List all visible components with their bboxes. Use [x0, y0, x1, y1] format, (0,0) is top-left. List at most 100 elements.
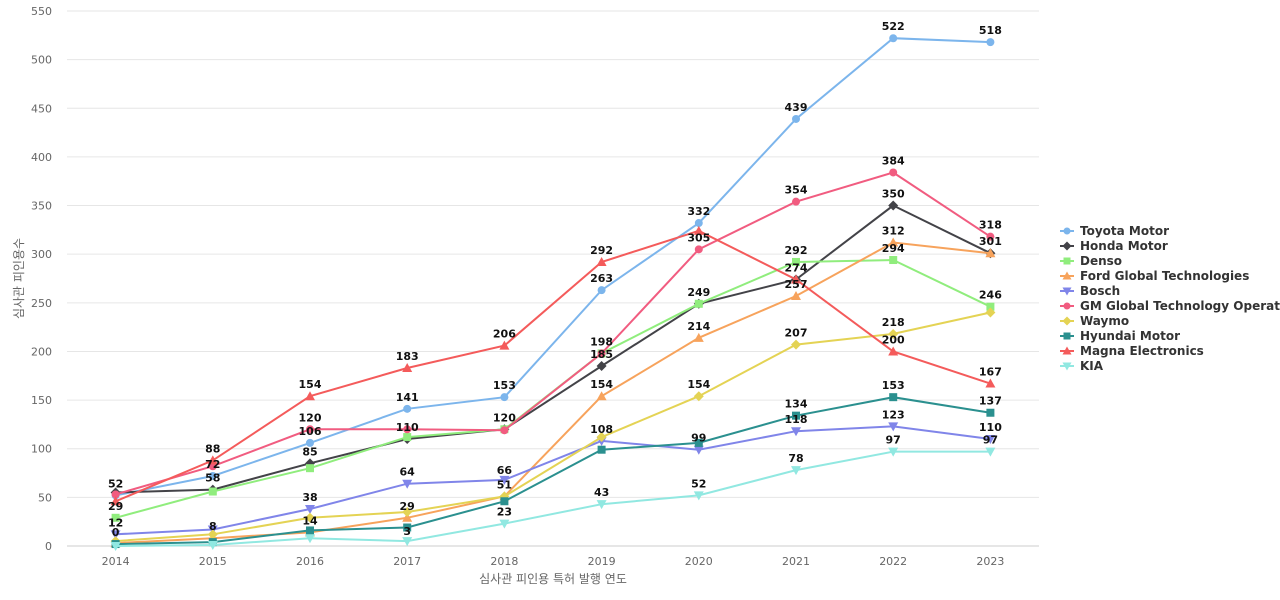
data-point[interactable]	[694, 219, 703, 228]
data-point[interactable]	[402, 506, 413, 517]
legend-item-hyundai-motor[interactable]: Hyundai Motor	[1060, 329, 1180, 343]
data-point[interactable]	[888, 447, 899, 457]
data-point[interactable]	[596, 391, 607, 401]
data-point[interactable]	[693, 391, 704, 402]
data-point[interactable]	[888, 237, 899, 247]
data-point[interactable]	[402, 479, 413, 489]
data-point[interactable]	[111, 513, 120, 522]
legend-item-magna-electronics[interactable]: Magna Electronics	[1060, 344, 1204, 358]
data-point[interactable]	[305, 512, 315, 523]
legend-item-waymo[interactable]: Waymo	[1060, 314, 1129, 328]
data-point[interactable]	[499, 519, 510, 529]
legend-item-denso[interactable]: Denso	[1060, 254, 1122, 268]
data-point[interactable]	[110, 542, 121, 551]
series-line[interactable]	[115, 396, 991, 546]
data-point[interactable]	[889, 256, 898, 265]
series-line[interactable]	[115, 229, 991, 503]
data-point[interactable]	[792, 197, 800, 206]
data-point[interactable]	[596, 432, 607, 443]
data-point[interactable]	[305, 391, 315, 401]
data-point[interactable]	[596, 361, 607, 372]
data-point[interactable]	[207, 455, 218, 465]
data-label: 123	[882, 408, 905, 421]
data-point[interactable]	[499, 475, 510, 485]
data-point[interactable]	[985, 378, 996, 388]
data-point[interactable]	[208, 471, 217, 480]
data-point[interactable]	[402, 512, 413, 522]
data-point[interactable]	[693, 225, 704, 235]
data-point[interactable]	[791, 291, 801, 301]
data-point[interactable]	[791, 274, 801, 284]
data-point[interactable]	[499, 340, 510, 350]
data-point[interactable]	[500, 497, 509, 506]
data-point[interactable]	[792, 114, 800, 123]
legend-item-toyota-motor[interactable]: Toyota Motor	[1060, 224, 1169, 238]
data-point[interactable]	[306, 438, 314, 447]
data-point[interactable]	[986, 408, 995, 417]
data-point[interactable]	[306, 464, 314, 473]
data-point[interactable]	[402, 537, 413, 547]
data-point[interactable]	[305, 505, 315, 515]
data-point[interactable]	[985, 307, 996, 318]
data-label: 134	[785, 398, 808, 411]
data-point[interactable]	[207, 541, 218, 551]
legend-item-bosch[interactable]: Bosch	[1060, 284, 1120, 298]
data-point[interactable]	[597, 445, 606, 454]
data-point[interactable]	[306, 425, 314, 434]
data-point[interactable]	[694, 245, 703, 254]
legend-item-kia[interactable]: KIA	[1060, 359, 1104, 373]
data-point[interactable]	[403, 404, 412, 413]
data-point[interactable]	[403, 523, 412, 532]
data-point[interactable]	[985, 248, 996, 258]
data-point[interactable]	[985, 447, 996, 457]
series-line[interactable]	[115, 204, 991, 494]
data-point[interactable]	[693, 491, 704, 501]
data-point[interactable]	[693, 332, 704, 342]
data-point[interactable]	[596, 500, 607, 510]
data-point[interactable]	[792, 257, 800, 266]
series-line[interactable]	[115, 311, 991, 543]
data-point[interactable]	[208, 487, 217, 496]
legend-item-ford-global-technologies[interactable]: Ford Global Technologies	[1060, 269, 1249, 283]
data-point[interactable]	[986, 232, 995, 241]
data-point[interactable]	[207, 529, 218, 540]
data-point[interactable]	[986, 302, 995, 311]
data-point[interactable]	[596, 256, 607, 266]
data-point[interactable]	[110, 530, 121, 540]
series-line[interactable]	[115, 37, 991, 497]
data-point[interactable]	[693, 445, 704, 455]
data-point[interactable]	[402, 362, 413, 372]
data-point[interactable]	[306, 526, 314, 535]
data-point[interactable]	[694, 299, 703, 308]
data-point[interactable]	[791, 339, 801, 350]
data-point[interactable]	[888, 422, 899, 432]
data-point[interactable]	[791, 466, 801, 476]
data-point[interactable]	[500, 426, 509, 435]
data-point[interactable]	[888, 346, 899, 356]
data-point[interactable]	[403, 433, 412, 442]
data-point[interactable]	[694, 438, 703, 447]
data-point[interactable]	[597, 349, 606, 358]
data-point[interactable]	[792, 411, 800, 420]
legend-item-honda-motor[interactable]: Honda Motor	[1060, 239, 1168, 253]
series-line[interactable]	[115, 258, 991, 519]
data-point[interactable]	[888, 200, 899, 211]
data-point[interactable]	[889, 393, 898, 402]
data-point[interactable]	[597, 286, 606, 295]
series-line[interactable]	[115, 450, 991, 547]
data-point[interactable]	[889, 34, 898, 43]
data-point[interactable]	[110, 496, 121, 506]
data-point[interactable]	[500, 393, 509, 402]
legend-item-gm-global-technology-operat[interactable]: GM Global Technology Operat...	[1060, 299, 1280, 313]
series-line[interactable]	[115, 171, 991, 496]
data-point[interactable]	[111, 490, 120, 499]
data-point[interactable]	[985, 435, 996, 444]
data-point[interactable]	[305, 534, 315, 544]
data-point[interactable]	[889, 168, 898, 177]
data-point[interactable]	[403, 425, 412, 434]
data-point[interactable]	[791, 427, 801, 437]
data-point[interactable]	[986, 38, 995, 47]
data-point[interactable]	[888, 328, 899, 339]
series-line[interactable]	[115, 425, 991, 536]
